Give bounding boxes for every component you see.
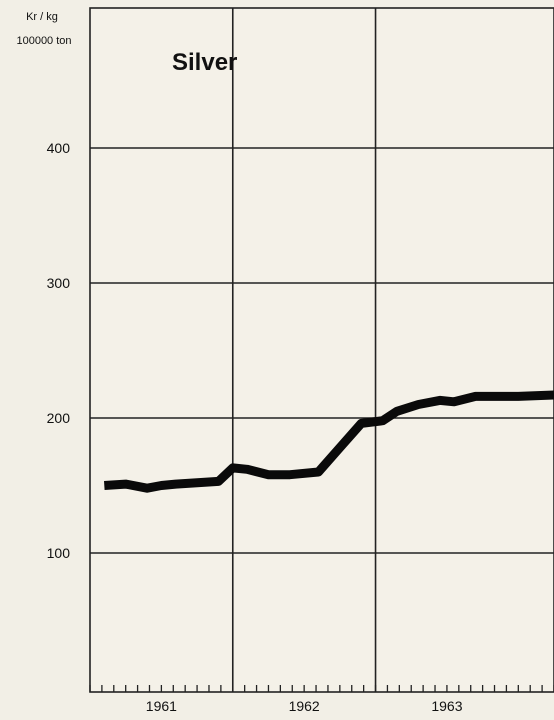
x-minor-ticks: [89, 685, 554, 692]
x-tick-label: 1962: [289, 698, 320, 714]
y-unit-label-line2: 100000 ton: [16, 35, 71, 47]
labels-layer: Kr / kg 100000 ton Silver 100 200 300 400 19…: [16, 11, 462, 714]
y-tick-label: 100: [47, 545, 71, 561]
grid-layer: [89, 7, 554, 693]
chart-title: Silver: [172, 49, 237, 76]
x-tick-label: 1963: [431, 698, 462, 714]
y-tick-label: 400: [47, 140, 71, 156]
price-series-line: [104, 390, 554, 493]
x-tick-label: 1961: [146, 698, 177, 714]
series-layer: [104, 390, 554, 493]
plot-area: [89, 7, 554, 693]
y-tick-label: 200: [47, 410, 71, 426]
y-unit-label-line1: Kr / kg: [26, 11, 58, 23]
y-tick-label: 300: [47, 275, 71, 291]
